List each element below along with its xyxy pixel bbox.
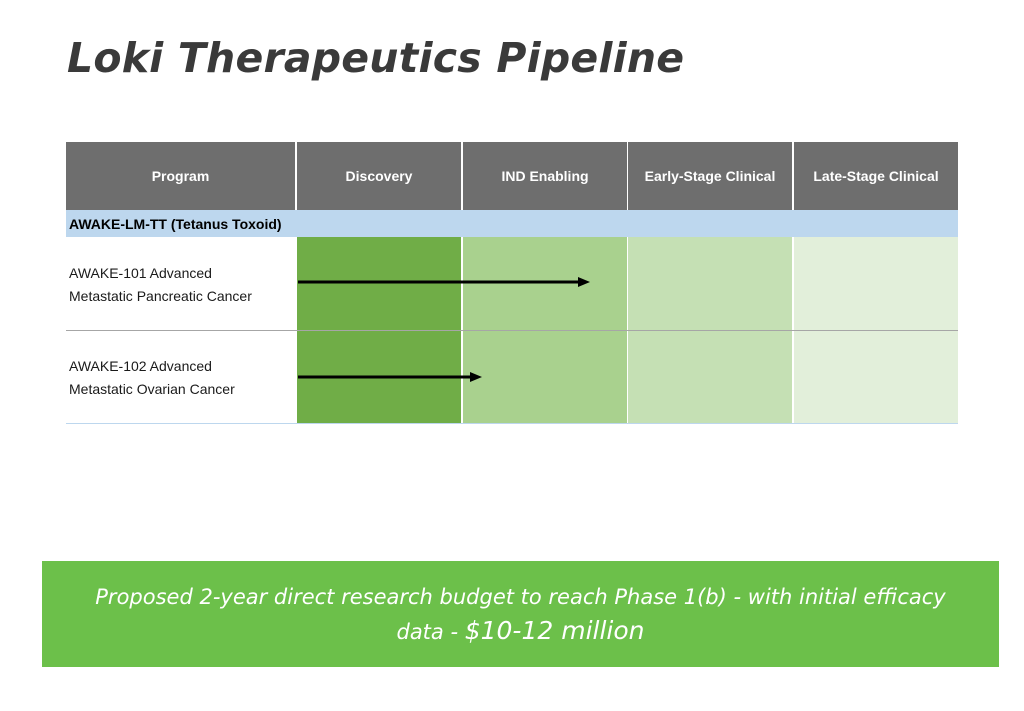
arrow-right-icon bbox=[298, 372, 482, 382]
arrow-right-icon bbox=[298, 277, 590, 287]
table-header-row: Program Discovery IND Enabling Early-Sta… bbox=[66, 142, 958, 210]
budget-amount: $10-12 million bbox=[464, 615, 645, 645]
budget-description: Proposed 2-year direct research budget t… bbox=[95, 584, 946, 644]
page-title: Loki Therapeutics Pipeline bbox=[67, 34, 685, 82]
program-label-awake-102: AWAKE-102 Advanced Metastatic Ovarian Ca… bbox=[69, 355, 289, 401]
budget-callout: Proposed 2-year direct research budget t… bbox=[42, 561, 999, 667]
budget-text-block: Proposed 2-year direct research budget t… bbox=[72, 580, 969, 649]
program-group-row: AWAKE-LM-TT (Tetanus Toxoid) bbox=[66, 210, 958, 237]
progress-arrow-awake-101 bbox=[298, 276, 590, 288]
header-program: Program bbox=[66, 142, 295, 210]
header-late-stage-clinical: Late-Stage Clinical bbox=[794, 142, 958, 210]
header-early-stage-clinical: Early-Stage Clinical bbox=[628, 142, 792, 210]
program-label-awake-101: AWAKE-101 Advanced Metastatic Pancreatic… bbox=[69, 262, 289, 308]
program-name-line: AWAKE-101 Advanced bbox=[69, 265, 212, 281]
header-discovery: Discovery bbox=[297, 142, 461, 210]
program-indication-line: Metastatic Ovarian Cancer bbox=[69, 381, 235, 397]
program-group-label: AWAKE-LM-TT (Tetanus Toxoid) bbox=[69, 215, 282, 232]
table-bottom-border bbox=[66, 423, 958, 424]
row-divider bbox=[66, 330, 958, 331]
pipeline-table: Program Discovery IND Enabling Early-Sta… bbox=[66, 142, 958, 424]
header-ind-enabling: IND Enabling bbox=[463, 142, 627, 210]
program-indication-line: Metastatic Pancreatic Cancer bbox=[69, 288, 252, 304]
progress-arrow-awake-102 bbox=[298, 371, 482, 383]
program-name-line: AWAKE-102 Advanced bbox=[69, 358, 212, 374]
